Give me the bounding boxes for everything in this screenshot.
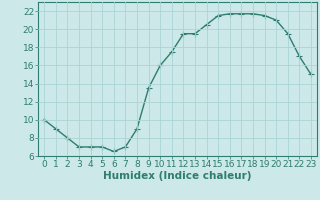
X-axis label: Humidex (Indice chaleur): Humidex (Indice chaleur) [103, 171, 252, 181]
